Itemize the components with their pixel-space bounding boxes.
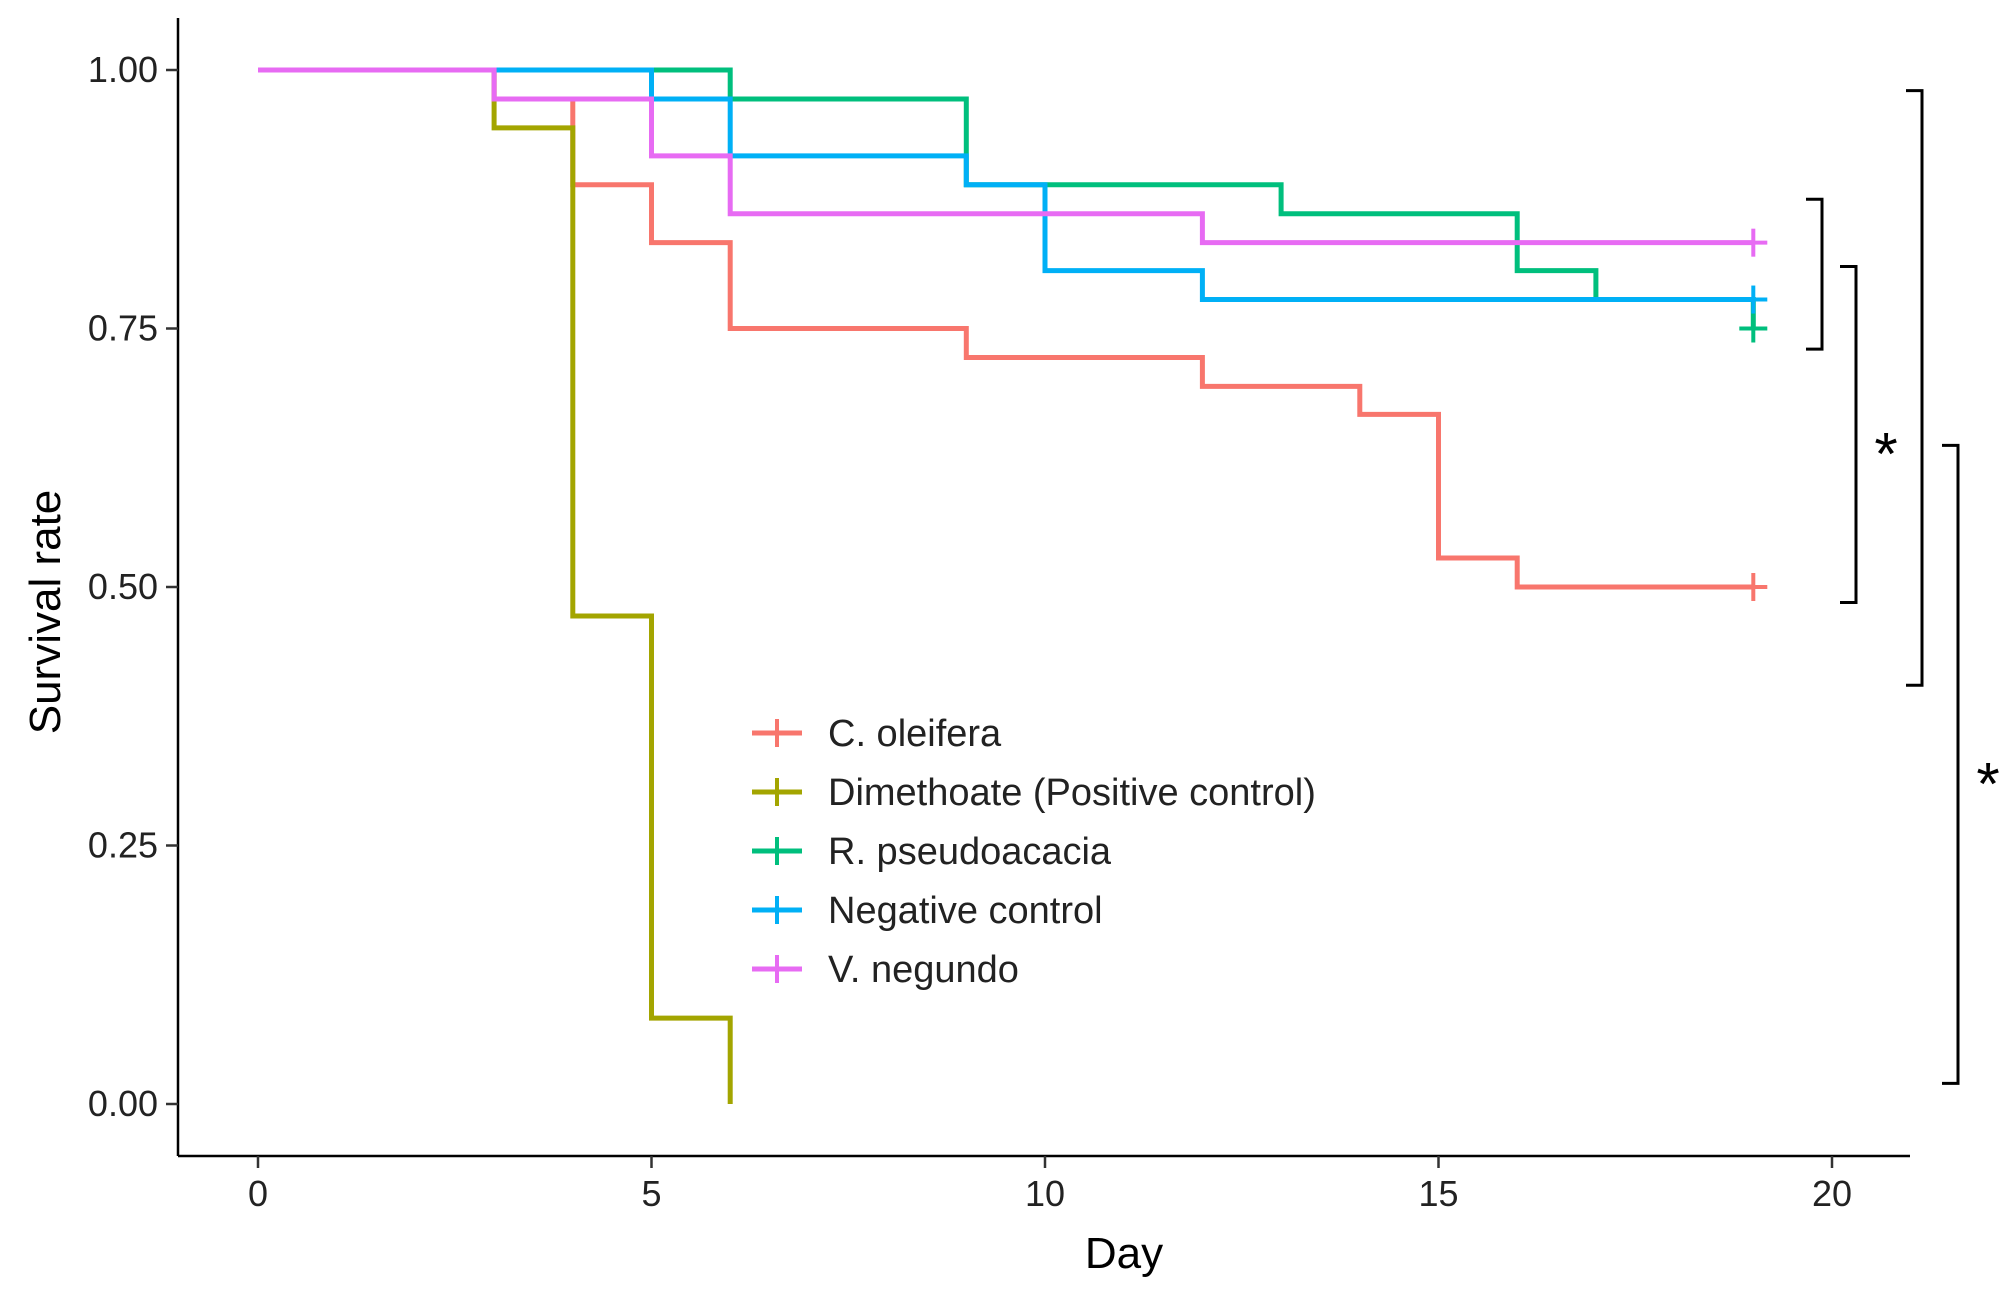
series-line — [258, 67, 1756, 329]
legend-item: Dimethoate (Positive control) — [752, 772, 1316, 814]
legend-label: Negative control — [828, 890, 1103, 932]
legend-label: V. negundo — [828, 949, 1019, 991]
legend-item: R. pseudoacacia — [752, 831, 1112, 873]
series-dimethoate-positive-control — [258, 67, 733, 1104]
x-tick-label: 5 — [641, 1173, 661, 1214]
bracket — [1942, 443, 1960, 1085]
legend-label: Dimethoate (Positive control) — [828, 772, 1316, 814]
significance-star: * — [1976, 750, 1999, 817]
series-negative-control — [258, 67, 1768, 314]
y-tick-label: 0.75 — [88, 308, 158, 349]
y-tick-label: 0.00 — [88, 1083, 158, 1124]
series-v-negundo — [258, 67, 1768, 257]
x-axis-ticks: 0 5 10 15 20 — [248, 1156, 1852, 1214]
y-tick-label: 0.25 — [88, 825, 158, 866]
bracket — [1806, 197, 1824, 351]
x-tick-label: 0 — [248, 1173, 268, 1214]
x-tick-label: 15 — [1418, 1173, 1458, 1214]
y-axis-title: Survival rate — [21, 490, 70, 735]
series-line — [258, 67, 1754, 590]
legend-item: Negative control — [752, 890, 1103, 932]
x-tick-label: 10 — [1025, 1173, 1065, 1214]
bracket — [1840, 264, 1858, 605]
series-line — [258, 67, 1754, 303]
legend: C. oleifera Dimethoate (Positive control)… — [752, 713, 1316, 991]
y-axis-ticks: 0.00 0.25 0.50 0.75 1.00 — [88, 49, 178, 1124]
legend-item: V. negundo — [752, 949, 1019, 991]
legend-label: R. pseudoacacia — [828, 831, 1112, 873]
bracket — [1906, 89, 1924, 687]
series-c-oleifera — [258, 67, 1768, 601]
x-tick-label: 20 — [1812, 1173, 1852, 1214]
legend-item: C. oleifera — [752, 713, 1002, 755]
significance-brackets: ** — [1806, 89, 2000, 1085]
x-axis-title: Day — [1085, 1229, 1163, 1278]
y-tick-label: 1.00 — [88, 49, 158, 90]
series-line — [258, 67, 1754, 246]
series-lines — [258, 67, 1768, 1104]
significance-star: * — [1874, 420, 1897, 487]
y-tick-label: 0.50 — [88, 566, 158, 607]
series-line — [258, 67, 733, 1104]
legend-label: C. oleifera — [828, 713, 1002, 755]
